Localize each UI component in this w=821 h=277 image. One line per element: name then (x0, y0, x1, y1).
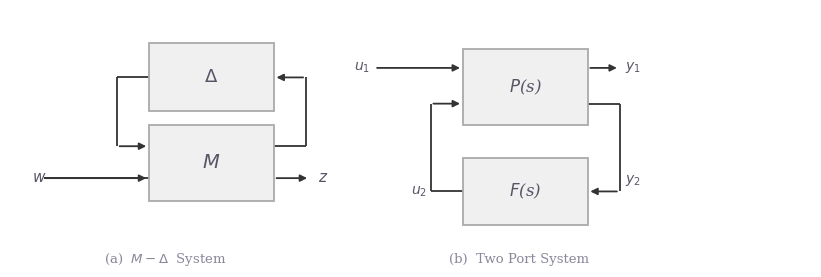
Text: $y_2$: $y_2$ (625, 173, 640, 188)
Text: $u_1$: $u_1$ (354, 61, 370, 75)
Text: $M$: $M$ (202, 154, 221, 172)
Text: $P$(s): $P$(s) (509, 77, 542, 97)
Text: (a)  $M-\Delta$  System: (a) $M-\Delta$ System (103, 251, 227, 268)
Text: $F$(s): $F$(s) (509, 182, 541, 201)
Text: $u_2$: $u_2$ (410, 184, 427, 199)
Text: $z$: $z$ (318, 171, 328, 185)
Bar (463, 158, 588, 225)
Text: $y_1$: $y_1$ (626, 60, 641, 75)
Bar (463, 49, 588, 125)
Text: $w$: $w$ (32, 171, 47, 185)
Bar (149, 125, 273, 201)
Text: $\Delta$: $\Delta$ (204, 68, 218, 86)
Bar (149, 43, 273, 111)
Text: (b)  Two Port System: (b) Two Port System (449, 253, 589, 266)
